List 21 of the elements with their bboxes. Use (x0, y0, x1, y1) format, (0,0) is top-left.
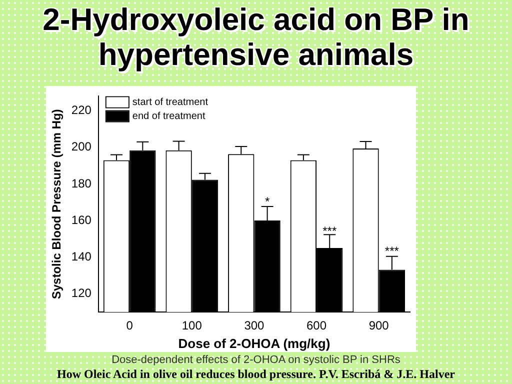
x-tick-label: 600 (306, 318, 327, 333)
y-tick-label: 120 (71, 286, 92, 300)
text: How Oleic Acid in olive oil reduces blood pressure. P.V. Escribá & J.E. Halver (56, 367, 456, 382)
x-tick-label: 0 (126, 318, 134, 333)
y-tick-label: 160 (71, 212, 92, 227)
legend-label: start of treatment (132, 96, 208, 108)
text: Dose-dependent effects of 2-OHOA on systolic BP in SHRs (110, 354, 402, 366)
legend-label: end of treatment (132, 110, 206, 122)
y-tick-label: 220 (71, 103, 92, 118)
y-tick-label: 200 (71, 140, 92, 154)
y-axis-title: Systolic Blood Pressure (mm Hg) (50, 109, 64, 300)
annotation: * (264, 194, 270, 209)
x-tick-label: 900 (368, 318, 390, 333)
chart-title: 2-Hydroxyoleic acid on BP in hypertensive animals (42, 2, 470, 72)
y-tick-label: 140 (71, 249, 92, 264)
x-tick-label: 100 (182, 318, 202, 333)
x-axis-title: Dose of 2-OHOA (mg/kg) (178, 336, 330, 351)
y-tick-label: 180 (71, 176, 92, 190)
annotation: *** (384, 244, 400, 258)
x-tick-label: 300 (244, 318, 265, 333)
annotation: *** (322, 224, 337, 238)
